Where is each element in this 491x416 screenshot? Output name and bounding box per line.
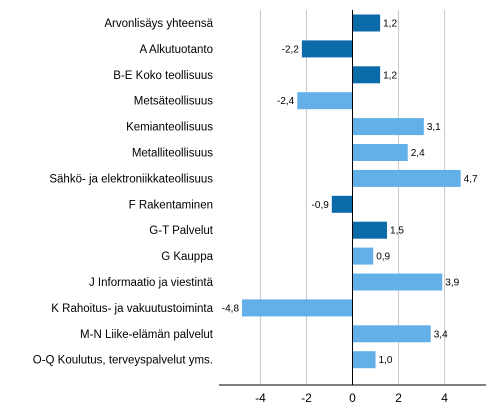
category-label: G-T Palvelut [149, 225, 214, 237]
bar [352, 221, 388, 239]
category-label: J Informaatio ja viestintä [89, 277, 214, 289]
bar [352, 247, 374, 265]
value-label: 1,2 [383, 70, 397, 81]
category-label: M-N Liike-elämän palvelut [80, 329, 214, 341]
category-label: Metsäteollisuus [134, 96, 214, 108]
value-label: -2,2 [282, 44, 300, 55]
value-label: 1,2 [383, 19, 397, 30]
category-label: F Rakentaminen [129, 199, 213, 211]
value-label: 1,5 [390, 226, 404, 237]
value-label: -2,4 [277, 96, 295, 107]
value-label: 3,9 [445, 278, 459, 289]
x-tick-label: 2 [395, 391, 402, 405]
category-label: Metalliteollisuus [132, 148, 213, 160]
labels: -4 -2 0 2 4 Arvonlisäys yhteensä 1,2 A Alkutuot… [33, 18, 478, 405]
category-label: Arvonlisäys yhteensä [104, 18, 213, 30]
value-label: -4,8 [222, 303, 240, 314]
x-tick-label: 0 [349, 391, 356, 405]
value-label: 2,4 [411, 148, 425, 159]
bar [352, 14, 381, 32]
bar [352, 144, 408, 161]
bar [331, 195, 353, 213]
category-label: G Kauppa [161, 251, 213, 263]
value-label: 1,0 [379, 355, 393, 366]
bar [352, 118, 424, 136]
bar [352, 273, 443, 291]
value-label: 3,1 [427, 122, 441, 133]
x-tick-label: -2 [301, 391, 312, 405]
x-tick-label: -4 [255, 391, 266, 405]
category-label: Kemianteollisuus [126, 122, 213, 134]
value-label: 0,9 [376, 252, 390, 263]
category-label: K Rahoitus- ja vakuutustoiminta [51, 303, 213, 315]
bars [242, 14, 461, 369]
bar [352, 169, 461, 187]
bar [352, 325, 431, 343]
grid-lines [259, 10, 446, 385]
bar [242, 299, 353, 317]
bar [352, 66, 381, 84]
x-tick-label: 4 [441, 391, 448, 405]
bar [352, 351, 376, 369]
axes [219, 10, 486, 386]
category-label: O-Q Koulutus, terveyspalvelut yms. [33, 355, 213, 367]
value-label: 4,7 [464, 174, 478, 185]
bar [301, 40, 353, 58]
category-label: A Alkutuotanto [139, 44, 213, 56]
category-label: Sähkö- ja elektroniikkateollisuus [49, 173, 213, 185]
bar [297, 92, 353, 110]
category-label: B-E Koko teollisuus [113, 70, 213, 82]
value-label: -0,9 [312, 200, 330, 211]
value-label: 3,4 [434, 329, 448, 340]
